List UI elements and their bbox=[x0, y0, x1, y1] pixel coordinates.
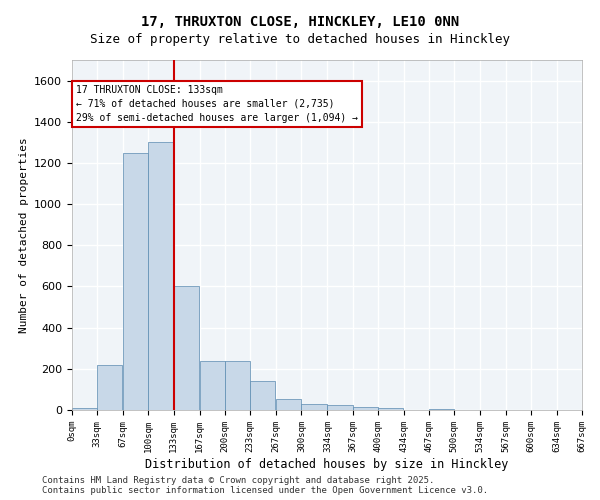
Text: 17, THRUXTON CLOSE, HINCKLEY, LE10 0NN: 17, THRUXTON CLOSE, HINCKLEY, LE10 0NN bbox=[141, 15, 459, 29]
Y-axis label: Number of detached properties: Number of detached properties bbox=[19, 137, 29, 333]
Bar bbox=[250, 381, 275, 410]
Bar bbox=[276, 398, 301, 410]
Bar bbox=[378, 408, 403, 410]
Bar bbox=[429, 409, 454, 410]
X-axis label: Distribution of detached houses by size in Hinckley: Distribution of detached houses by size … bbox=[145, 458, 509, 470]
Text: 17 THRUXTON CLOSE: 133sqm
← 71% of detached houses are smaller (2,735)
29% of se: 17 THRUXTON CLOSE: 133sqm ← 71% of detac… bbox=[76, 84, 358, 122]
Text: Size of property relative to detached houses in Hinckley: Size of property relative to detached ho… bbox=[90, 32, 510, 46]
Bar bbox=[328, 405, 353, 410]
Bar bbox=[148, 142, 173, 410]
Bar bbox=[200, 360, 225, 410]
Bar bbox=[353, 407, 378, 410]
Bar bbox=[301, 404, 326, 410]
Bar bbox=[225, 360, 250, 410]
Bar bbox=[173, 286, 199, 410]
Bar bbox=[123, 152, 148, 410]
Text: Contains HM Land Registry data © Crown copyright and database right 2025.
Contai: Contains HM Land Registry data © Crown c… bbox=[42, 476, 488, 495]
Bar bbox=[97, 364, 122, 410]
Bar bbox=[72, 408, 97, 410]
